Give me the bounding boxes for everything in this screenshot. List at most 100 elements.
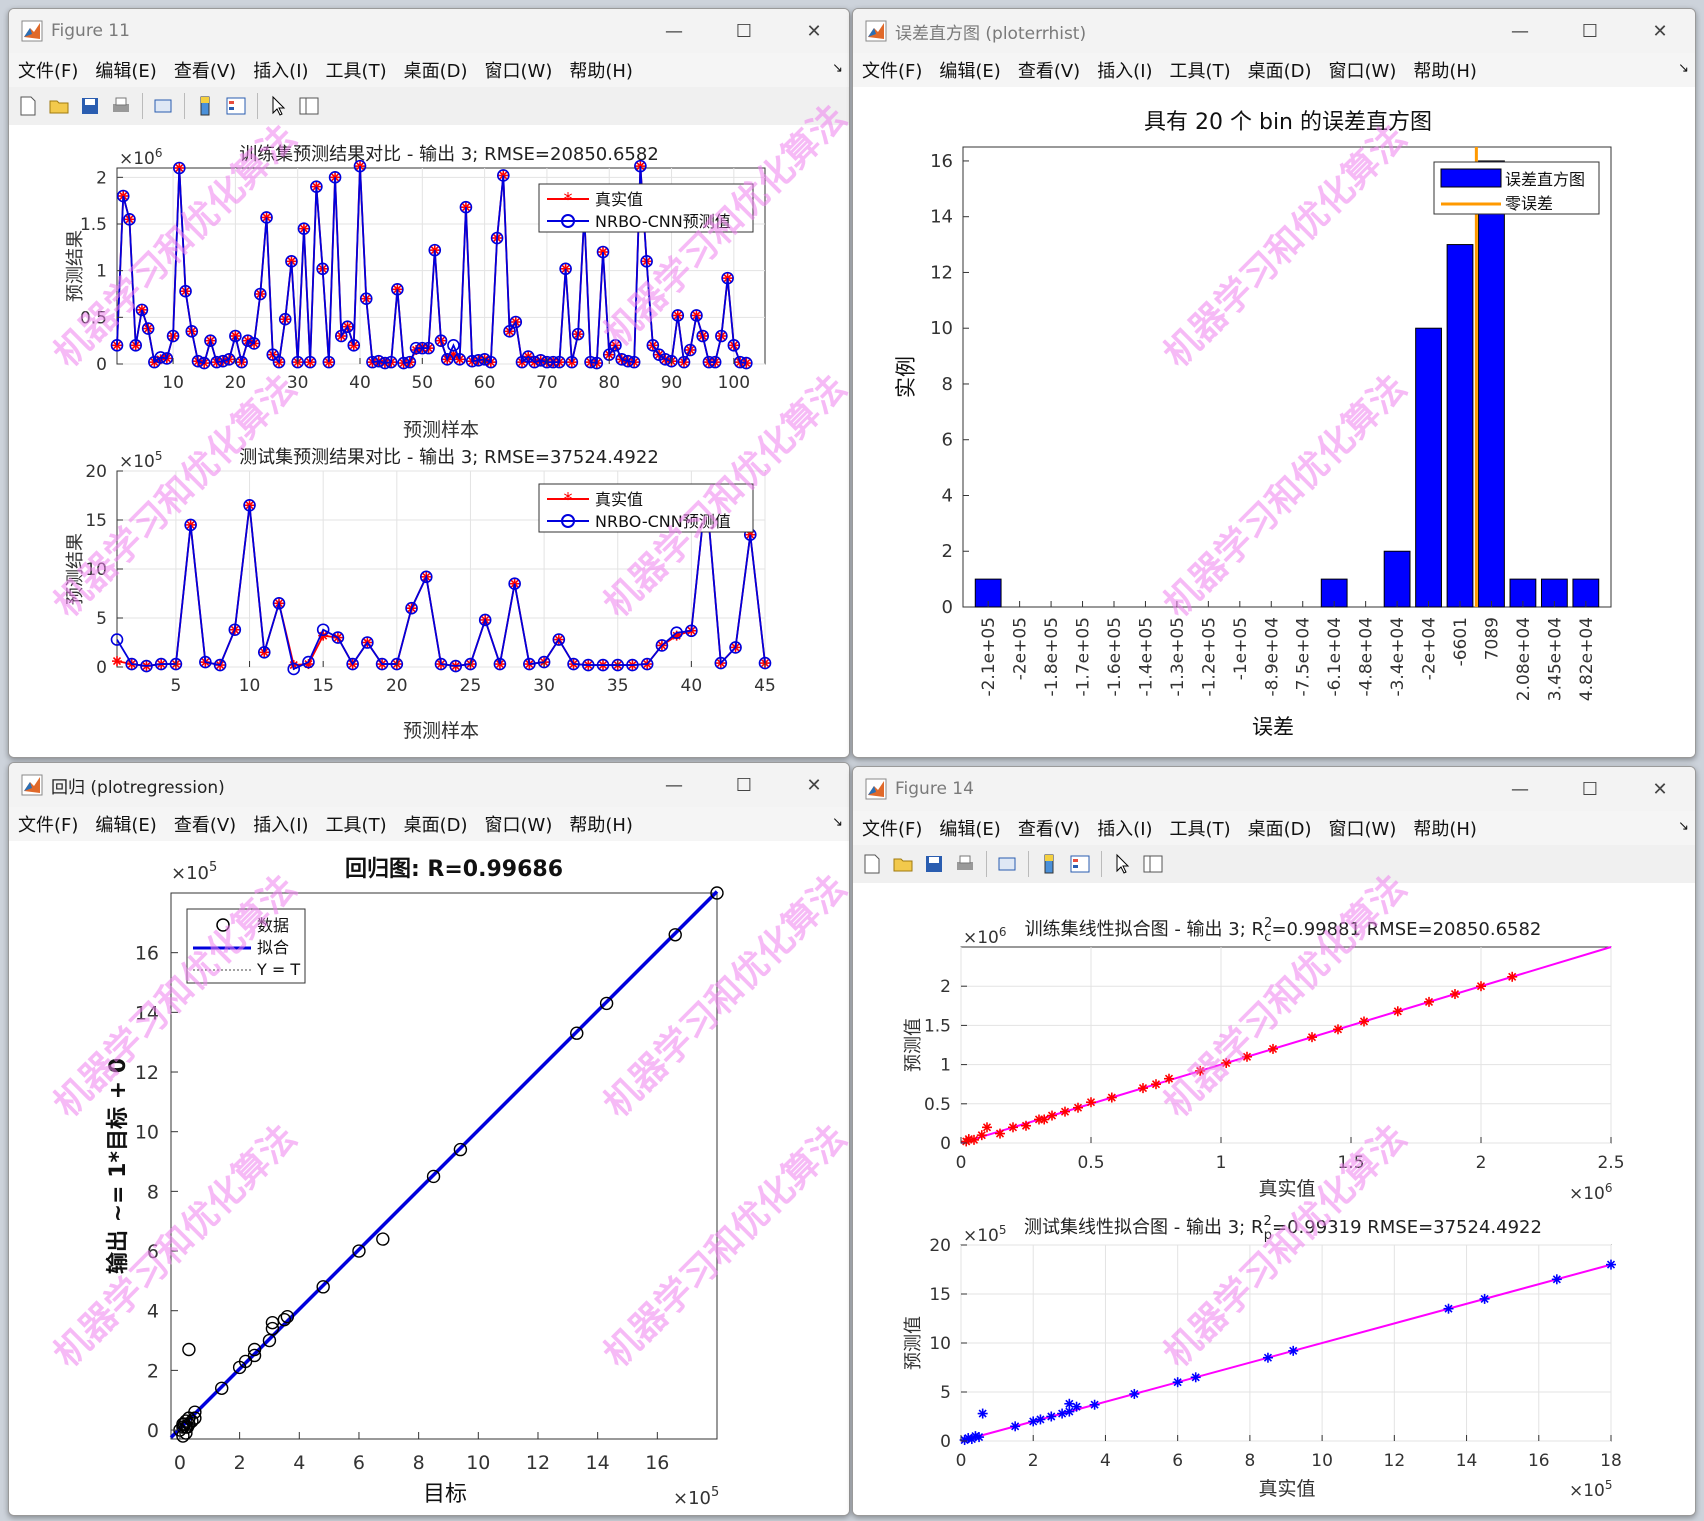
close-button[interactable]: ✕: [806, 774, 822, 796]
menu-window[interactable]: 窗口(W): [484, 61, 553, 82]
minimize-button[interactable]: —: [1511, 778, 1529, 800]
x-tick-label: -1.8e+05: [1042, 617, 1062, 697]
data-point: [683, 343, 697, 357]
menu-desktop[interactable]: 桌面(D): [1247, 61, 1312, 82]
link-plot-icon[interactable]: [992, 849, 1022, 879]
train-legend[interactable]: * 真实值 NRBO-CNN预测值: [538, 183, 754, 233]
maximize-button[interactable]: ☐: [1581, 778, 1599, 800]
pointer-icon[interactable]: [1107, 849, 1137, 879]
plotregression-window[interactable]: 回归 (plotregression) — ☐ ✕ 文件(F) 编辑(E) 查看…: [8, 762, 850, 1516]
data-point: [123, 213, 136, 226]
data-point: [1172, 1377, 1183, 1388]
menu-help[interactable]: 帮助(H): [569, 815, 633, 836]
menu-view[interactable]: 查看(V): [173, 61, 237, 82]
menu-edit[interactable]: 编辑(E): [939, 819, 1001, 840]
new-figure-icon[interactable]: [857, 849, 887, 879]
maximize-button[interactable]: ☐: [735, 774, 753, 796]
save-icon[interactable]: [75, 91, 105, 121]
close-button[interactable]: ✕: [1652, 20, 1668, 42]
legend-icon[interactable]: [1065, 849, 1095, 879]
menu-file[interactable]: 文件(F): [18, 61, 79, 82]
data-point: [280, 1309, 295, 1324]
data-point: [453, 1142, 468, 1157]
maximize-button[interactable]: ☐: [1581, 20, 1599, 42]
menu-help[interactable]: 帮助(H): [1413, 819, 1477, 840]
ploterrhist-window[interactable]: 误差直方图 (ploterrhist) — ☐ ✕ 文件(F) 编辑(E) 查看…: [852, 8, 1696, 758]
save-icon[interactable]: [919, 849, 949, 879]
y-tick-label: 0: [96, 658, 107, 678]
star-stroke: [1476, 982, 1486, 991]
hist-legend[interactable]: 误差直方图 零误差: [1433, 161, 1600, 215]
titlebar[interactable]: Figure 14 — ☐ ✕: [853, 767, 1695, 811]
star-stroke: [1242, 1052, 1252, 1061]
menu-overflow-icon[interactable]: ↘: [832, 61, 843, 76]
minimize-button[interactable]: —: [665, 20, 683, 42]
figure-11-plots: 训练集预测结果对比 - 输出 3; RMSE=20850.6582 10 20 30…: [65, 144, 776, 742]
maximize-button[interactable]: ☐: [735, 20, 753, 42]
colorbar-icon[interactable]: [190, 91, 220, 121]
menu-window[interactable]: 窗口(W): [1328, 819, 1397, 840]
menu-insert[interactable]: 插入(I): [253, 61, 309, 82]
star-stroke: [995, 1129, 1005, 1138]
close-button[interactable]: ✕: [1652, 778, 1668, 800]
pointer-icon[interactable]: [263, 91, 293, 121]
menu-insert[interactable]: 插入(I): [1097, 819, 1153, 840]
reg-legend[interactable]: 数据 拟合 Y = T: [186, 908, 306, 984]
menu-overflow-icon[interactable]: ↘: [1678, 61, 1689, 76]
star-stroke: [1606, 1260, 1616, 1269]
legend-data-label: 数据: [257, 916, 289, 935]
menu-desktop[interactable]: 桌面(D): [1247, 819, 1312, 840]
menu-view[interactable]: 查看(V): [173, 815, 237, 836]
menu-help[interactable]: 帮助(H): [1413, 61, 1477, 82]
menu-insert[interactable]: 插入(I): [253, 815, 309, 836]
property-editor-icon[interactable]: [294, 91, 324, 121]
figure-14-window[interactable]: Figure 14 — ☐ ✕ 文件(F) 编辑(E) 查看(V) 插入(I) …: [852, 766, 1696, 1516]
menu-help[interactable]: 帮助(H): [569, 61, 633, 82]
data-point: [272, 355, 286, 369]
figure-11-window[interactable]: Figure 11 — ☐ ✕ 文件(F) 编辑(E) 查看(V) 插入(I) …: [8, 8, 850, 758]
menu-window[interactable]: 窗口(W): [484, 815, 553, 836]
data-point: [177, 1417, 192, 1431]
menu-desktop[interactable]: 桌面(D): [403, 61, 468, 82]
property-editor-icon[interactable]: [1138, 849, 1168, 879]
print-icon[interactable]: [950, 849, 980, 879]
menu-view[interactable]: 查看(V): [1017, 61, 1081, 82]
menu-file[interactable]: 文件(F): [862, 61, 923, 82]
menu-tools[interactable]: 工具(T): [1169, 61, 1231, 82]
minimize-button[interactable]: —: [1511, 20, 1529, 42]
menu-edit[interactable]: 编辑(E): [95, 815, 157, 836]
menu-window[interactable]: 窗口(W): [1328, 61, 1397, 82]
menu-file[interactable]: 文件(F): [862, 819, 923, 840]
titlebar[interactable]: 回归 (plotregression) — ☐ ✕: [9, 763, 849, 807]
menu-view[interactable]: 查看(V): [1017, 819, 1081, 840]
titlebar[interactable]: 误差直方图 (ploterrhist) — ☐ ✕: [853, 9, 1695, 53]
new-figure-icon[interactable]: [13, 91, 43, 121]
train-exponent: ×106: [119, 146, 163, 169]
link-plot-icon[interactable]: [148, 91, 178, 121]
test-legend[interactable]: * 真实值 NRBO-CNN预测值: [538, 483, 754, 533]
menu-file[interactable]: 文件(F): [18, 815, 79, 836]
menu-overflow-icon[interactable]: ↘: [1678, 819, 1689, 834]
menu-tools[interactable]: 工具(T): [325, 815, 387, 836]
open-folder-icon[interactable]: [888, 849, 918, 879]
menu-edit[interactable]: 编辑(E): [939, 61, 1001, 82]
titlebar[interactable]: Figure 11 — ☐ ✕: [9, 9, 849, 53]
colorbar-icon[interactable]: [1034, 849, 1064, 879]
star-stroke: [1060, 1107, 1070, 1116]
close-button[interactable]: ✕: [806, 20, 822, 42]
menu-insert[interactable]: 插入(I): [1097, 61, 1153, 82]
menu-tools[interactable]: 工具(T): [1169, 819, 1231, 840]
y-tick-label: 0: [147, 1420, 159, 1442]
legend-icon[interactable]: [221, 91, 251, 121]
open-folder-icon[interactable]: [44, 91, 74, 121]
matlab-icon: [21, 20, 43, 42]
star-stroke: [1065, 1407, 1074, 1416]
menu-desktop[interactable]: 桌面(D): [403, 815, 468, 836]
menu-overflow-icon[interactable]: ↘: [832, 815, 843, 830]
menu-tools[interactable]: 工具(T): [325, 61, 387, 82]
minimize-button[interactable]: —: [665, 774, 683, 796]
star-stroke: [1138, 1084, 1148, 1093]
menu-edit[interactable]: 编辑(E): [95, 61, 157, 82]
legend-marker-star: *: [564, 489, 573, 510]
print-icon[interactable]: [106, 91, 136, 121]
